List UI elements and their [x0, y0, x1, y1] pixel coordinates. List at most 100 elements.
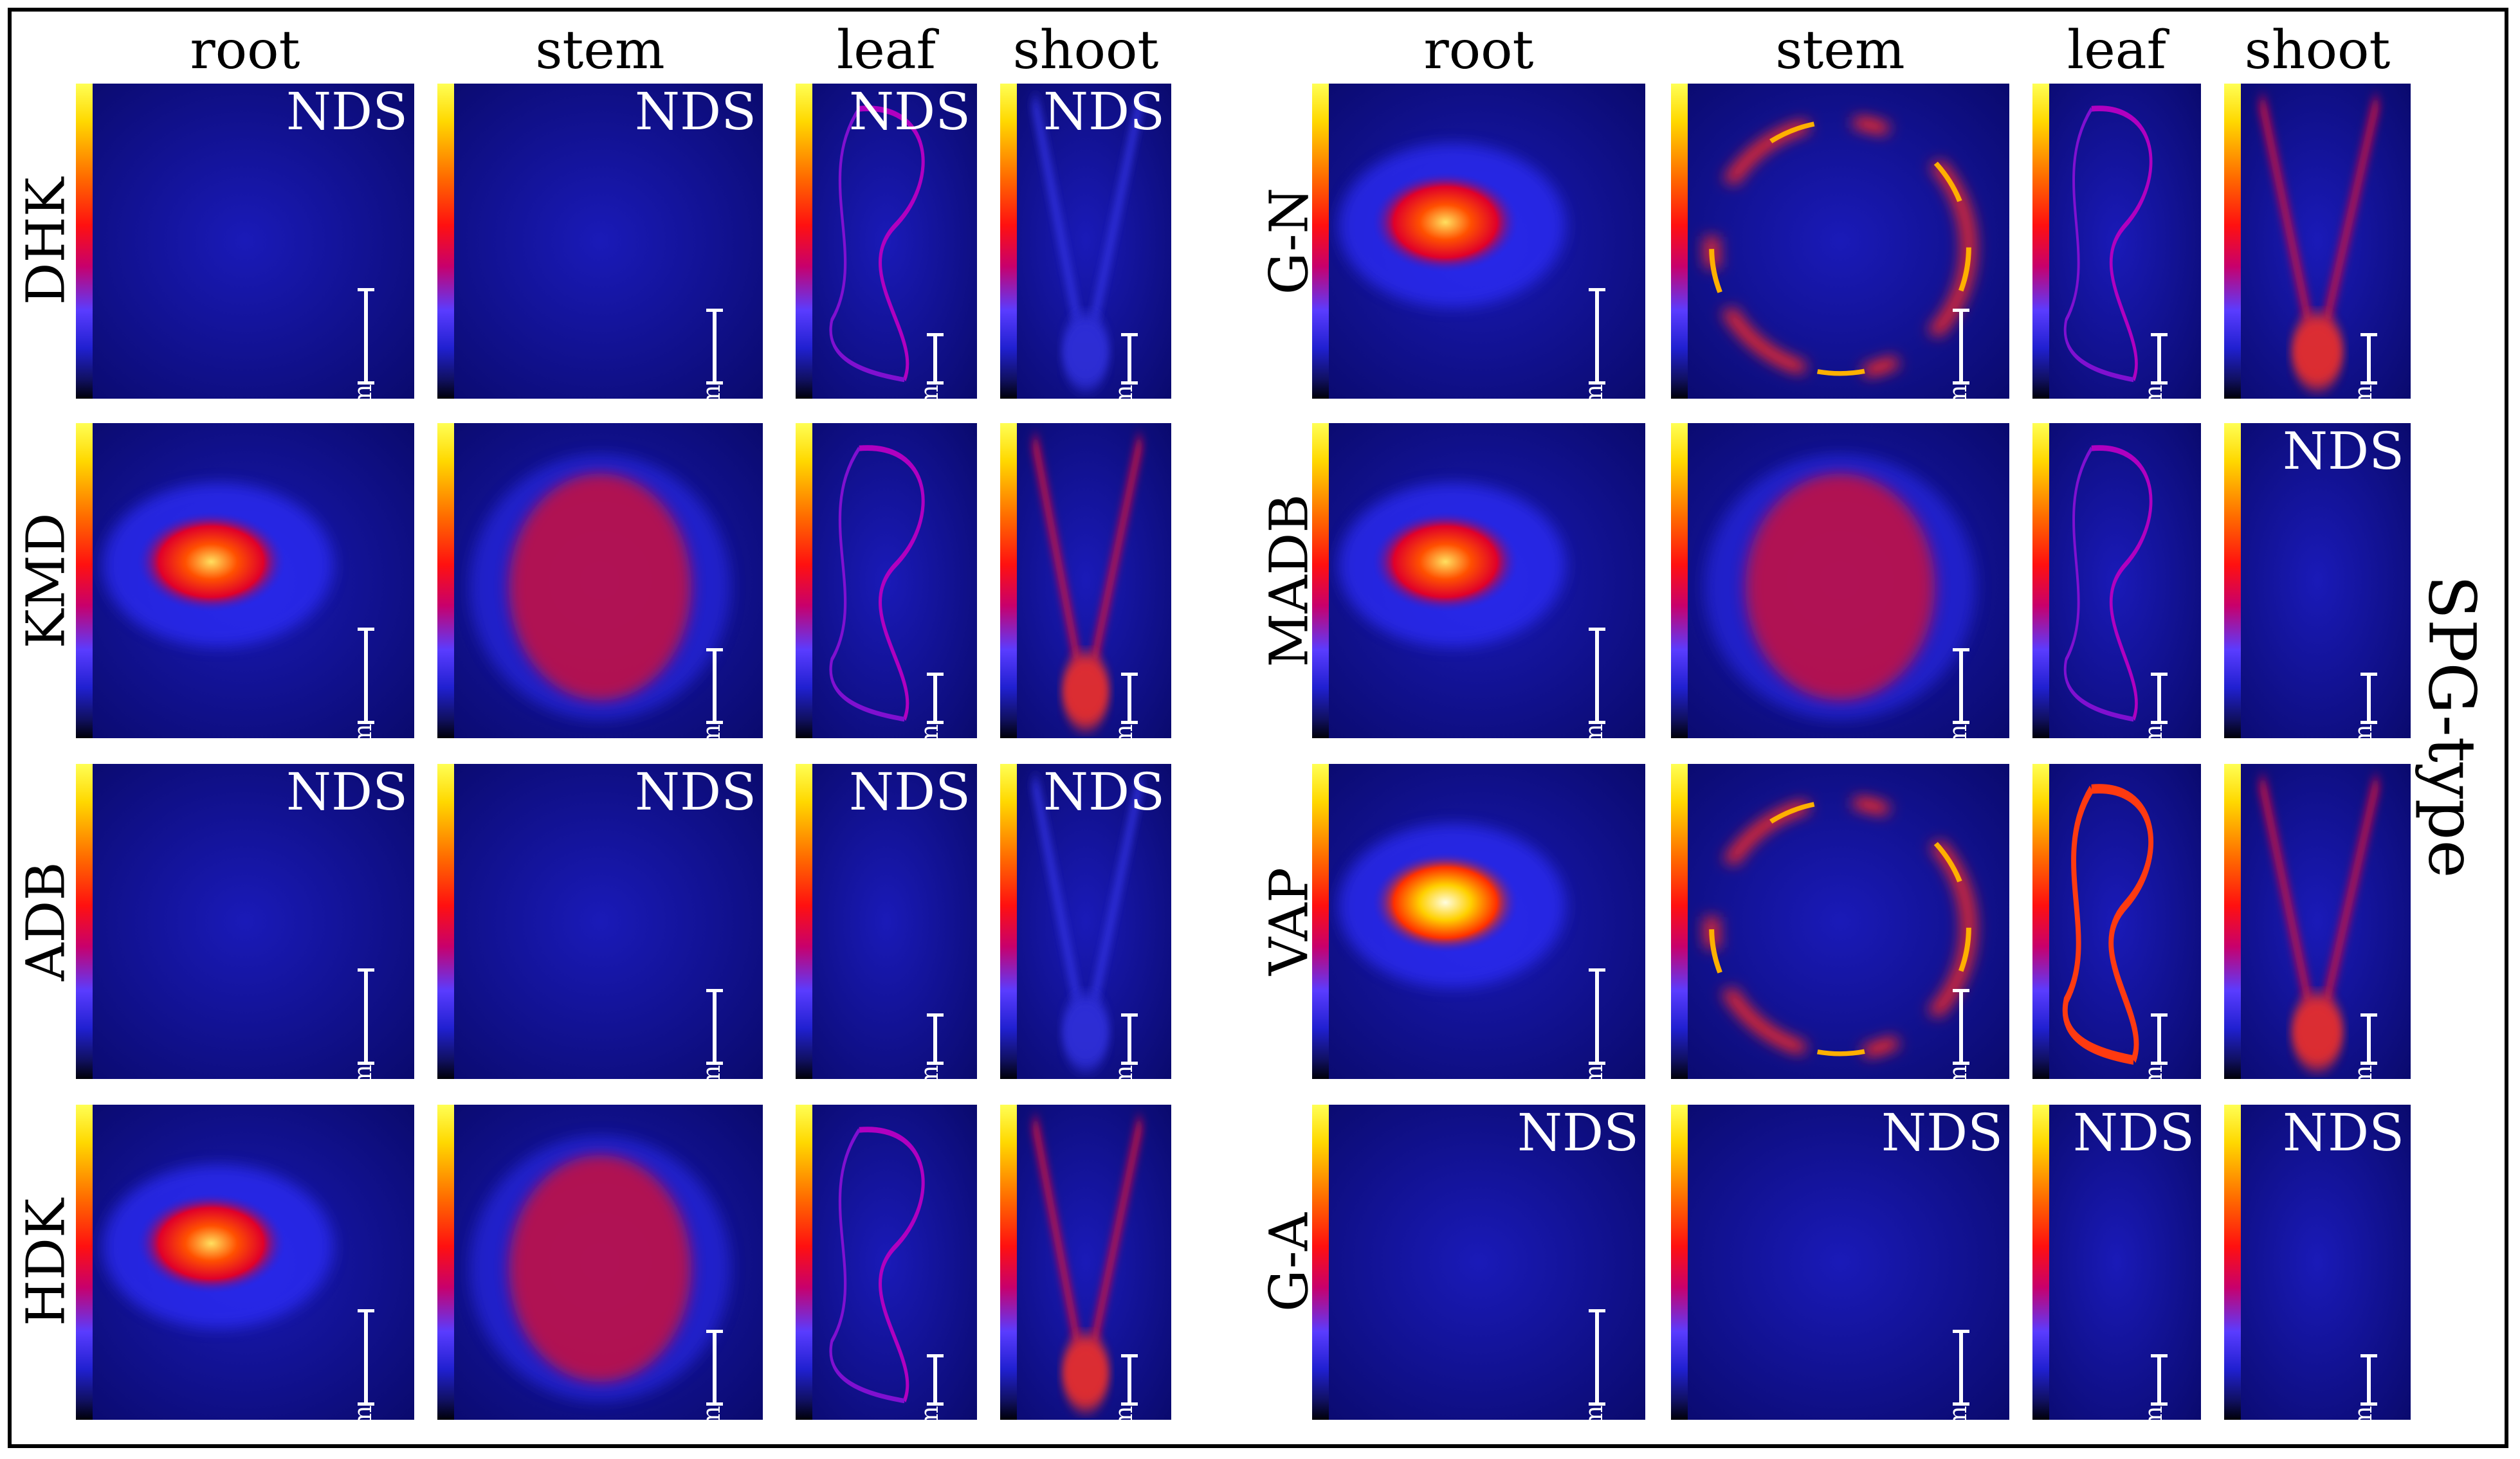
- row-label-adb: ADB: [15, 862, 77, 981]
- scale-label: 0.3 mm: [1580, 1406, 1608, 1420]
- panel-kmd-root: 2200 0 0.3 mm: [76, 423, 414, 738]
- scale-label: 1 mm: [1944, 1406, 1972, 1420]
- scale-label: 0.3 mm: [349, 385, 377, 399]
- colorbar: [437, 84, 454, 399]
- scale-bar: [1589, 1309, 1605, 1406]
- panel-g-n-leaf: 2200 0 2 mm: [2032, 84, 2201, 399]
- nds-label: NDS: [1881, 1105, 2003, 1163]
- panel-g-a-leaf: 1700 0 NDS 2 mm: [2032, 1105, 2201, 1420]
- panel-vap-shoot: 7000 0 3 mm: [2224, 764, 2411, 1079]
- scale-bar: [1953, 648, 1969, 724]
- colorbar: [796, 423, 812, 738]
- scale-bar: [358, 288, 374, 385]
- scale-bar: [1121, 1354, 1138, 1406]
- panel-dhk-stem: 800 0 NDS 1 mm: [437, 84, 763, 399]
- column-header-leaf: leaf: [2067, 20, 2166, 81]
- scale-label: 3 mm: [1109, 724, 1138, 738]
- nds-label: NDS: [2283, 1105, 2404, 1163]
- row-label-madb: MADB: [1259, 494, 1320, 667]
- row-label-dhk: DHK: [15, 177, 77, 305]
- scale-label: 2 mm: [915, 385, 944, 399]
- scale-bar: [1121, 673, 1138, 724]
- scale-label: 0.3 mm: [1580, 1065, 1608, 1079]
- scale-bar: [1121, 333, 1138, 385]
- scale-bar: [2151, 1013, 2168, 1065]
- colorbar: [76, 423, 93, 738]
- panel-madb-shoot: 1500 0 NDS 3 mm: [2224, 423, 2411, 738]
- scale-bar: [1953, 989, 1969, 1065]
- scale-label: 3 mm: [1109, 1406, 1138, 1420]
- scale-bar: [2151, 333, 2168, 385]
- panel-vap-leaf: 6500 0 2 mm: [2032, 764, 2201, 1079]
- column-header-root: root: [190, 20, 300, 81]
- colorbar: [437, 1105, 454, 1420]
- nds-label: NDS: [849, 84, 971, 141]
- panel-g-n-root: 4000 0 0.3 mm: [1312, 84, 1645, 399]
- row-label-vap: VAP: [1259, 867, 1320, 976]
- colorbar: [2224, 423, 2241, 738]
- nds-label: NDS: [849, 764, 971, 822]
- panel-dhk-root: 1800 0 NDS 0.3 mm: [76, 84, 414, 399]
- scale-label: 2 mm: [2139, 1065, 2168, 1079]
- scale-bar: [706, 309, 723, 385]
- column-header-stem: stem: [1775, 20, 1905, 81]
- column-header-root: root: [1423, 20, 1534, 81]
- panel-g-a-root: 2000 0 NDS 0.3 mm: [1312, 1105, 1645, 1420]
- column-header-stem: stem: [535, 20, 665, 81]
- scale-bar: [1121, 1013, 1138, 1065]
- scale-bar: [1589, 288, 1605, 385]
- scale-bar: [1953, 1330, 1969, 1406]
- scale-label: 3 mm: [1109, 385, 1138, 399]
- scale-bar: [2360, 1354, 2377, 1406]
- panel-kmd-shoot: 1800 0 3 mm: [1000, 423, 1171, 738]
- panel-dhk-leaf: 1400 0 NDS 2 mm: [796, 84, 977, 399]
- colorbar: [76, 1105, 93, 1420]
- panel-kmd-stem: 2800 0 1 mm: [437, 423, 763, 738]
- colorbar: [1000, 423, 1017, 738]
- colorbar: [2032, 1105, 2049, 1420]
- colorbar: [796, 764, 812, 1079]
- column-header-shoot: shoot: [1012, 20, 1159, 81]
- panel-adb-leaf: 2800 0 NDS 2 mm: [796, 764, 977, 1079]
- colorbar: [437, 764, 454, 1079]
- column-header-shoot: shoot: [2244, 20, 2391, 81]
- nds-label: NDS: [635, 84, 756, 141]
- colorbar: [437, 423, 454, 738]
- scale-bar: [927, 1354, 944, 1406]
- colorbar: [1000, 764, 1017, 1079]
- scale-bar: [358, 1309, 374, 1406]
- row-label-g-a: G-A: [1259, 1213, 1320, 1312]
- panel-hdk-root: 2200 0 0.3 mm: [76, 1105, 414, 1420]
- panel-dhk-shoot: 1100 0 NDS 3 mm: [1000, 84, 1171, 399]
- colorbar: [76, 764, 93, 1079]
- scale-label: 2 mm: [915, 1065, 944, 1079]
- colorbar: [2032, 423, 2049, 738]
- colorbar: [2224, 84, 2241, 399]
- scale-label: 2 mm: [915, 1406, 944, 1420]
- panel-adb-shoot: 700 0 NDS 3 mm: [1000, 764, 1171, 1079]
- nds-label: NDS: [286, 764, 408, 822]
- panel-g-n-stem: 5000 0 1 mm: [1671, 84, 2009, 399]
- colorbar: [2032, 84, 2049, 399]
- nds-label: NDS: [2073, 1105, 2195, 1163]
- scale-label: 0.3 mm: [349, 1406, 377, 1420]
- scale-label: 1 mm: [1944, 724, 1972, 738]
- colorbar: [1000, 84, 1017, 399]
- scale-bar: [2360, 333, 2377, 385]
- colorbar: [2224, 764, 2241, 1079]
- colorbar: [1000, 1105, 1017, 1420]
- colorbar: [1671, 764, 1688, 1079]
- panel-hdk-leaf: 1300 0 2 mm: [796, 1105, 977, 1420]
- nds-label: NDS: [635, 764, 756, 822]
- panel-madb-stem: 3200 0 1 mm: [1671, 423, 2009, 738]
- panel-g-a-stem: 1750 0 NDS 1 mm: [1671, 1105, 2009, 1420]
- scale-bar: [927, 1013, 944, 1065]
- row-label-hdk: HDK: [15, 1198, 77, 1327]
- panel-vap-root: 7000 0 0.3 mm: [1312, 764, 1645, 1079]
- nds-label: NDS: [1043, 84, 1165, 141]
- figure-frame: [8, 8, 2508, 1448]
- scale-label: 0.3 mm: [349, 1065, 377, 1079]
- panel-madb-leaf: 3200 0 2 mm: [2032, 423, 2201, 738]
- scale-bar: [706, 989, 723, 1065]
- scale-bar: [706, 1330, 723, 1406]
